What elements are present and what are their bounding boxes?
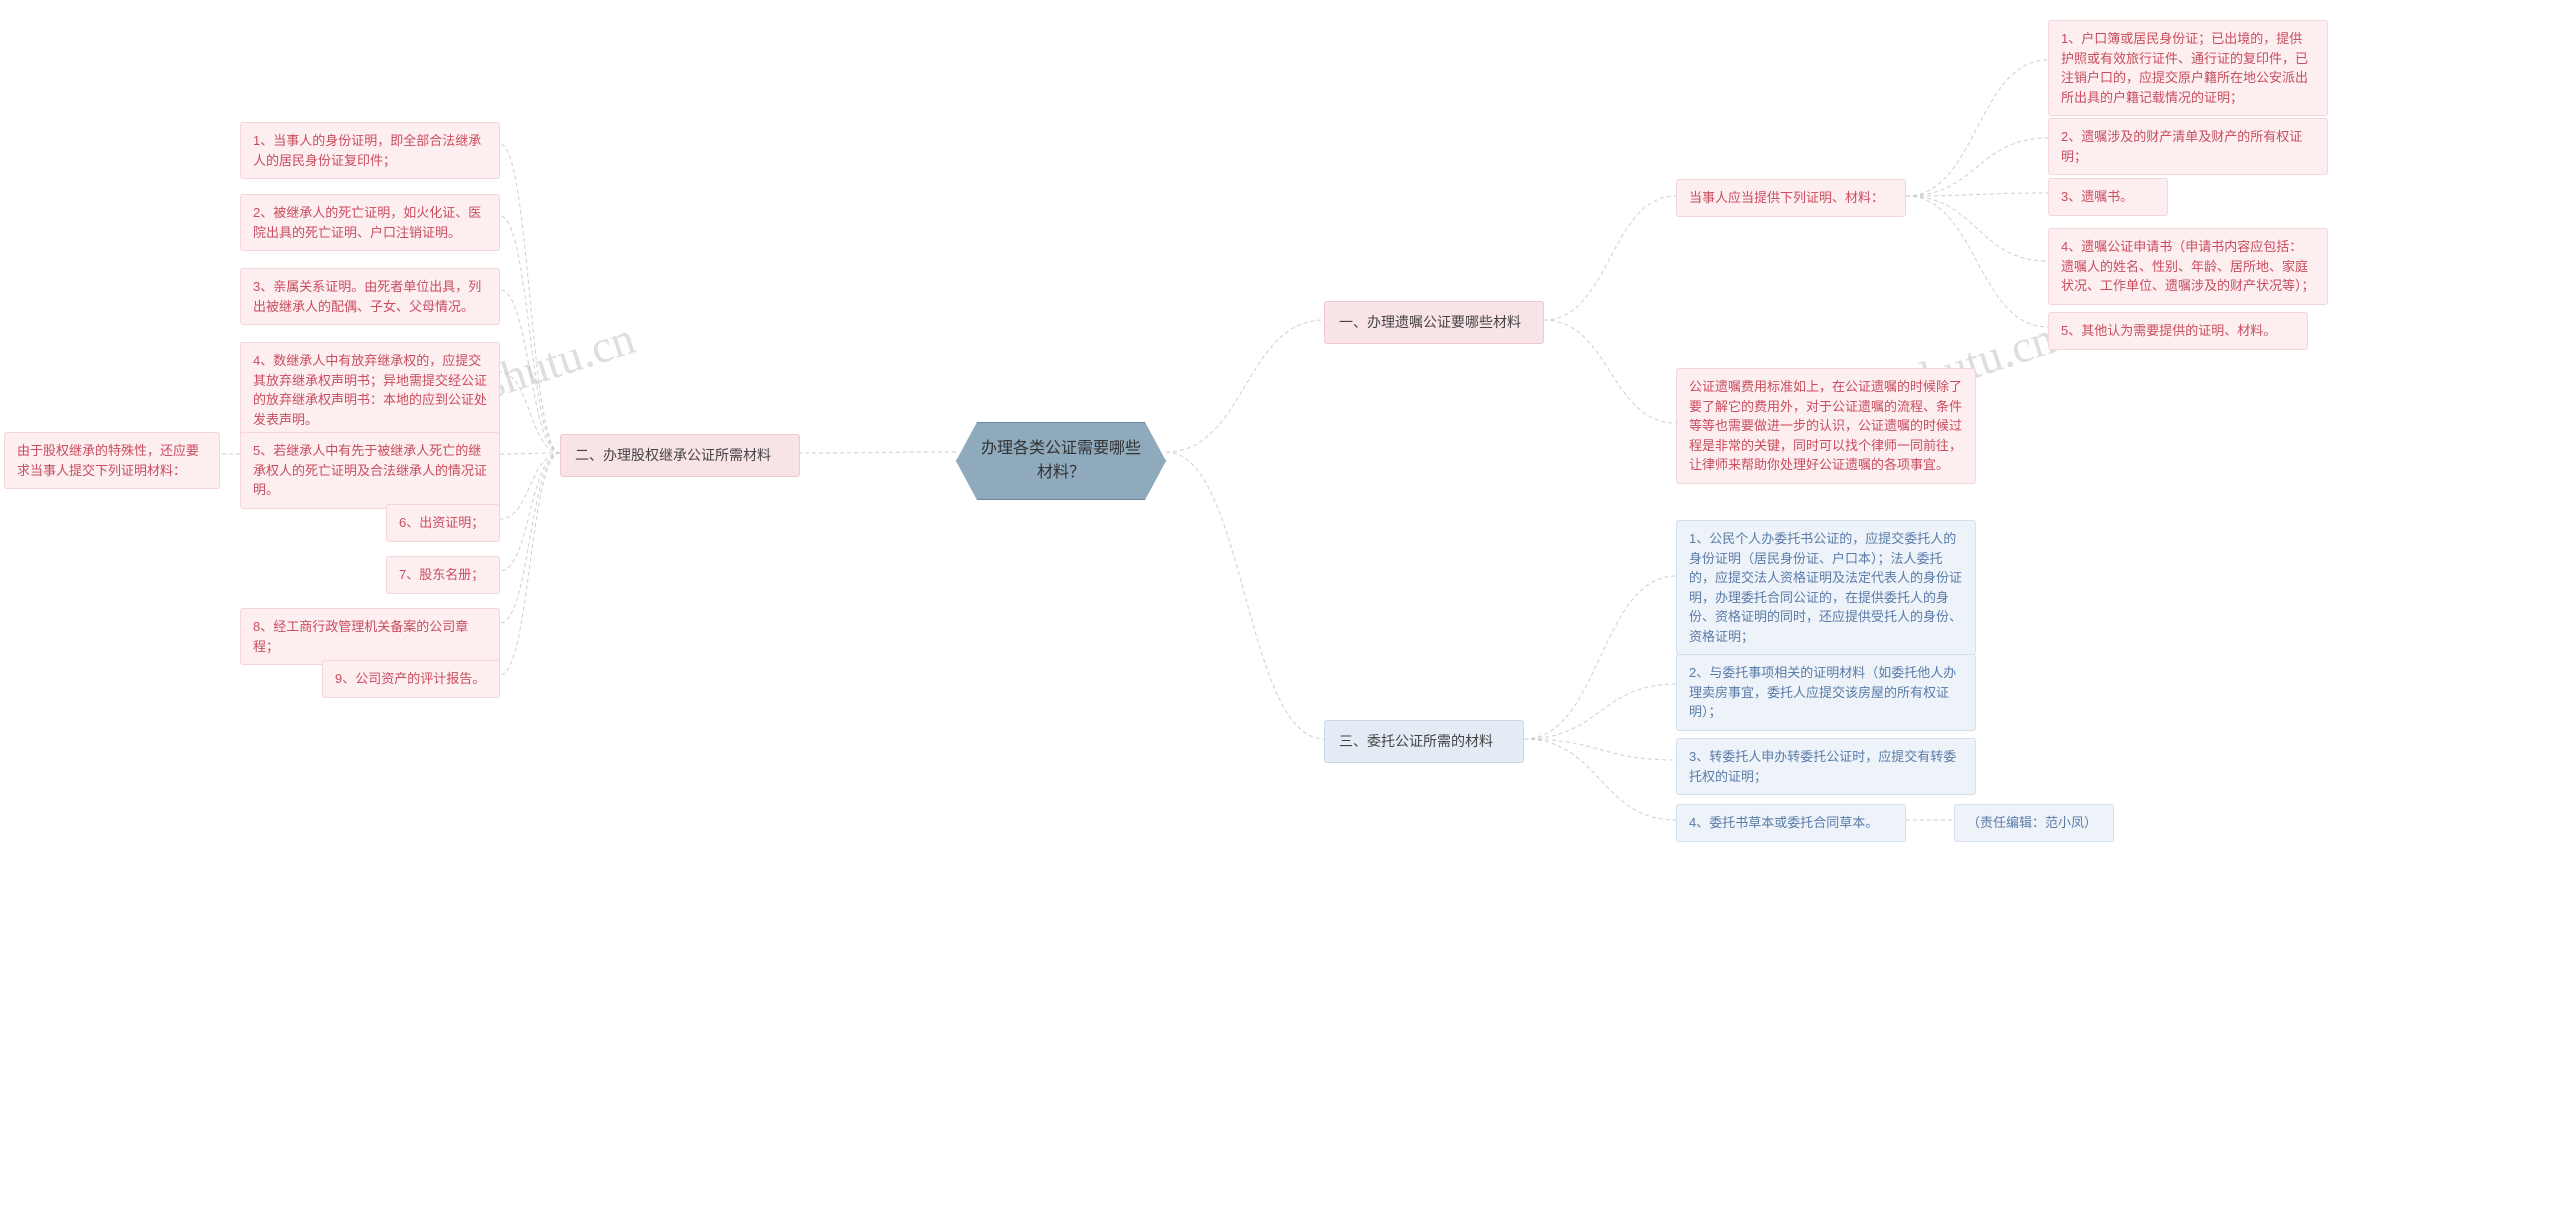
leaf-b2-0: 1、公民个人办委托书公证的，应提交委托人的身份证明（居民身份证、户口本）；法人委…	[1676, 520, 1976, 655]
leaf-b2-3: 4、委托书草本或委托合同草本。	[1676, 804, 1906, 842]
leaf-b3-3: 4、数继承人中有放弃继承权的，应提交其放弃继承权声明书；异地需提交经公证的放弃继…	[240, 342, 500, 438]
leaf-b1-0: 当事人应当提供下列证明、材料：	[1676, 179, 1906, 217]
branch-b1: 一、办理遗嘱公证要哪些材料	[1324, 301, 1544, 344]
leaf-b2-1: 2、与委托事项相关的证明材料（如委托他人办理卖房事宜，委托人应提交该房屋的所有权…	[1676, 654, 1976, 731]
leaf-b2-2: 3、转委托人申办转委托公证时，应提交有转委托权的证明；	[1676, 738, 1976, 795]
leaf-b3-8: 9、公司资产的评计报告。	[322, 660, 500, 698]
branch-b2: 三、委托公证所需的材料	[1324, 720, 1524, 763]
leaf-b3-5: 6、出资证明；	[386, 504, 500, 542]
leaf-b1-1: 公证遗嘱费用标准如上，在公证遗嘱的时候除了要了解它的费用外，对于公证遗嘱的流程、…	[1676, 368, 1976, 484]
leaf-b3-7: 8、经工商行政管理机关备案的公司章程；	[240, 608, 500, 665]
root-node: 办理各类公证需要哪些材料？	[956, 422, 1166, 500]
leaf-b3-1: 2、被继承人的死亡证明，如火化证、医院出具的死亡证明、户口注销证明。	[240, 194, 500, 251]
leaf-b1-0-4: 5、其他认为需要提供的证明、材料。	[2048, 312, 2308, 350]
leaf-b3-4-0: 由于股权继承的特殊性，还应要求当事人提交下列证明材料：	[4, 432, 220, 489]
leaf-b3-2: 3、亲属关系证明。由死者单位出具，列出被继承人的配偶、子女、父母情况。	[240, 268, 500, 325]
leaf-b3-6: 7、股东名册；	[386, 556, 500, 594]
leaf-b2-3-0: （责任编辑：范小凤）	[1954, 804, 2114, 842]
leaf-b1-0-1: 2、遗嘱涉及的财产清单及财产的所有权证明；	[2048, 118, 2328, 175]
branch-b3: 二、办理股权继承公证所需材料	[560, 434, 800, 477]
leaf-b1-0-3: 4、遗嘱公证申请书（申请书内容应包括：遗嘱人的姓名、性别、年龄、居所地、家庭状况…	[2048, 228, 2328, 305]
leaf-b1-0-2: 3、遗嘱书。	[2048, 178, 2168, 216]
leaf-b1-0-0: 1、户口簿或居民身份证；已出境的，提供护照或有效旅行证件、通行证的复印件，已注销…	[2048, 20, 2328, 116]
leaf-b3-0: 1、当事人的身份证明，即全部合法继承人的居民身份证复印件；	[240, 122, 500, 179]
leaf-b3-4: 5、若继承人中有先于被继承人死亡的继承权人的死亡证明及合法继承人的情况证明。	[240, 432, 500, 509]
